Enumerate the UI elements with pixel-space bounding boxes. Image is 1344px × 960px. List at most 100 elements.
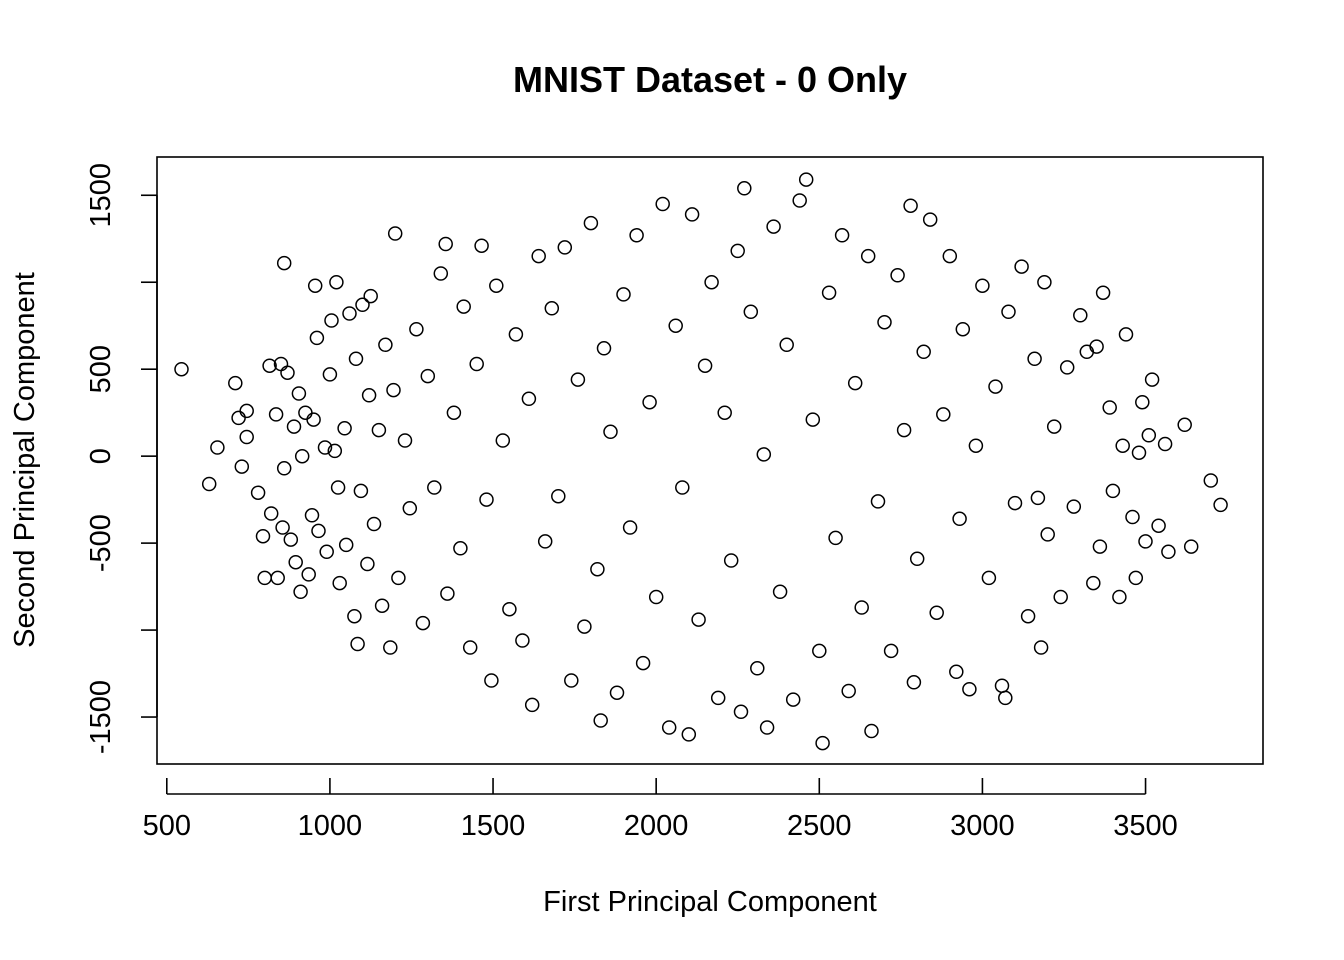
data-point xyxy=(994,678,1010,693)
data-point xyxy=(922,212,938,227)
data-point xyxy=(288,554,303,570)
data-point xyxy=(387,226,403,241)
y-tick-label: 0 xyxy=(85,448,117,464)
data-point xyxy=(1213,497,1228,513)
data-point xyxy=(479,492,494,507)
data-point xyxy=(374,598,390,613)
data-point xyxy=(262,358,277,373)
data-point xyxy=(1141,428,1157,443)
data-point xyxy=(906,675,922,690)
data-point xyxy=(642,394,657,410)
data-point xyxy=(834,228,850,243)
data-point xyxy=(609,685,625,700)
data-point xyxy=(228,375,243,391)
data-point xyxy=(1112,589,1127,605)
data-point xyxy=(1105,483,1121,499)
data-point xyxy=(438,236,453,252)
data-point xyxy=(1125,509,1140,525)
data-point xyxy=(1131,445,1147,460)
data-point xyxy=(903,198,918,213)
data-point xyxy=(916,344,931,360)
data-point xyxy=(648,589,664,605)
data-point xyxy=(975,278,990,293)
data-point xyxy=(942,248,958,264)
data-point xyxy=(864,723,879,739)
data-point xyxy=(988,379,1003,394)
data-point xyxy=(854,600,869,615)
data-point xyxy=(453,541,468,556)
data-point xyxy=(936,407,951,422)
data-point xyxy=(955,321,971,337)
data-point xyxy=(743,304,759,320)
data-point xyxy=(263,506,279,521)
data-point xyxy=(1089,339,1104,354)
y-tick-label: 1500 xyxy=(85,163,117,228)
data-point xyxy=(353,483,369,499)
data-point xyxy=(1118,327,1134,342)
data-point xyxy=(952,511,967,527)
data-point xyxy=(1066,499,1082,514)
data-point xyxy=(792,193,807,208)
data-point xyxy=(294,448,310,464)
data-point xyxy=(355,297,370,313)
data-point xyxy=(304,508,320,523)
data-point xyxy=(564,673,579,688)
x-tick-label: 500 xyxy=(143,810,191,842)
y-axis: -1500 -500 0 500 1500 xyxy=(85,163,158,754)
data-point xyxy=(319,544,334,560)
data-point xyxy=(484,673,499,688)
data-point xyxy=(766,219,781,234)
data-point xyxy=(998,690,1013,706)
data-point xyxy=(661,720,677,735)
data-point xyxy=(717,405,732,420)
data-point xyxy=(756,447,772,462)
data-point xyxy=(1001,304,1016,320)
data-point xyxy=(239,403,254,419)
data-point xyxy=(1073,308,1088,323)
data-point xyxy=(896,422,912,438)
data-point xyxy=(210,440,225,455)
data-point xyxy=(440,586,455,601)
data-point xyxy=(785,692,801,707)
data-point xyxy=(366,516,382,532)
data-point xyxy=(655,196,670,212)
data-point xyxy=(329,274,344,290)
data-point xyxy=(962,681,977,697)
data-point xyxy=(508,327,524,342)
data-point xyxy=(293,584,308,600)
chart-title: MNIST Dataset - 0 Only xyxy=(513,59,907,100)
data-point xyxy=(391,570,406,586)
data-point xyxy=(322,367,338,382)
data-point xyxy=(268,407,284,422)
data-point xyxy=(704,274,719,290)
data-point xyxy=(544,301,560,316)
data-point xyxy=(909,551,925,567)
data-point xyxy=(570,372,586,387)
data-point xyxy=(489,278,504,293)
data-point xyxy=(378,337,393,353)
y-tick-label: -1500 xyxy=(85,680,117,754)
data-point xyxy=(350,636,365,652)
data-point xyxy=(276,255,292,271)
data-point xyxy=(557,240,573,255)
data-point xyxy=(307,278,323,293)
data-point xyxy=(383,640,398,655)
data-point xyxy=(469,356,484,372)
data-point xyxy=(750,661,765,676)
data-point xyxy=(860,248,876,264)
data-point xyxy=(841,683,856,699)
data-point xyxy=(949,664,964,680)
data-point xyxy=(1007,495,1023,511)
data-point xyxy=(386,382,401,398)
data-point xyxy=(338,537,354,553)
data-point xyxy=(521,391,537,407)
data-point xyxy=(502,601,517,617)
data-point xyxy=(1033,640,1049,655)
data-point xyxy=(551,488,566,504)
data-point xyxy=(371,422,387,438)
data-point xyxy=(1014,259,1029,274)
data-point xyxy=(495,433,511,448)
data-point xyxy=(798,172,814,187)
data-point xyxy=(1151,518,1166,533)
data-point xyxy=(270,570,285,586)
